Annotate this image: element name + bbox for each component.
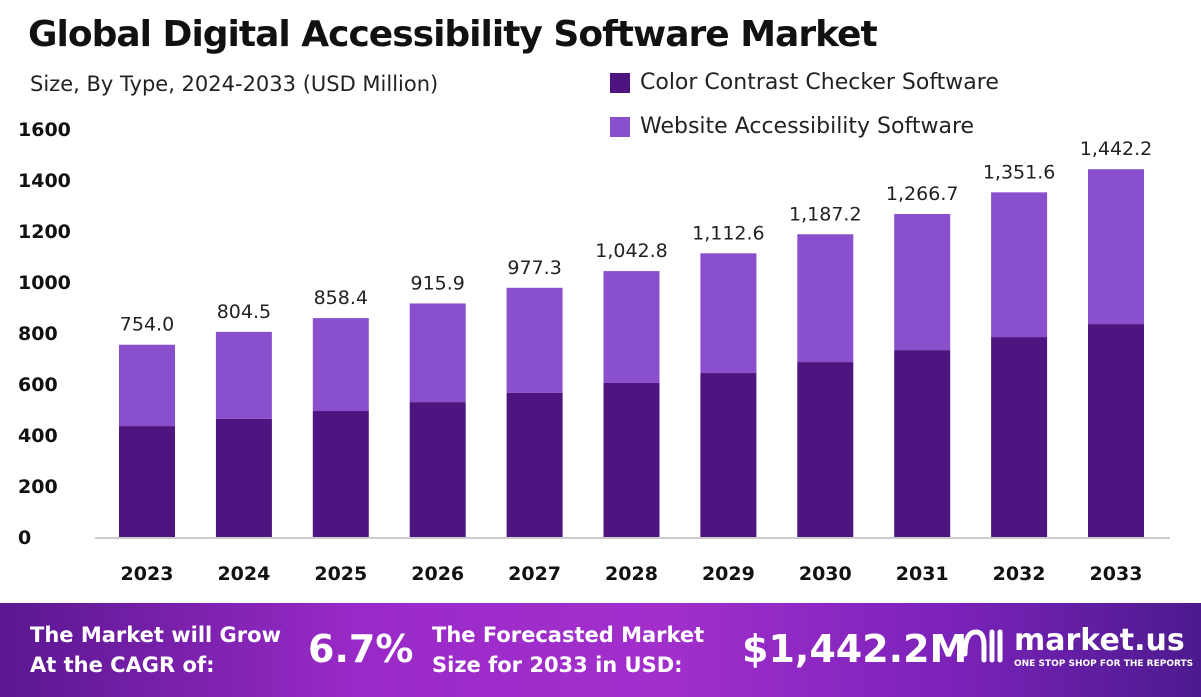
legend-swatch — [610, 116, 630, 137]
bar-color-contrast — [119, 426, 175, 537]
legend-label: Website Accessibility Software — [640, 114, 975, 139]
brand-tagline: ONE STOP SHOP FOR THE REPORTS — [1014, 659, 1194, 669]
total-data-label: 1,266.7 — [886, 183, 959, 205]
total-data-label: 1,351.6 — [983, 161, 1056, 183]
brand-name: market.us — [1014, 623, 1185, 658]
total-data-label: 1,442.2 — [1080, 138, 1153, 160]
forecast-label-line2: Size for 2033 in USD: — [432, 653, 683, 677]
bar-color-contrast — [312, 411, 369, 537]
bar-website-accessibility — [312, 318, 369, 412]
bar-website-accessibility — [797, 234, 854, 363]
bar-color-contrast — [894, 350, 951, 537]
forecast-value: $1,442.2M — [742, 627, 968, 671]
bar-website-accessibility — [603, 271, 660, 383]
total-data-label: 915.9 — [410, 272, 464, 294]
y-tick-label: 200 — [18, 476, 58, 498]
cagr-label: The Market will Grow At the CAGR of: — [30, 620, 281, 680]
legend-item-color-contrast: Color Contrast Checker Software — [610, 70, 999, 95]
bar-website-accessibility — [894, 213, 951, 351]
bar-color-contrast — [215, 418, 272, 537]
logo-icon — [962, 629, 1003, 663]
total-data-label: 754.0 — [120, 314, 174, 336]
bar-color-contrast — [991, 337, 1048, 537]
total-data-label: 1,187.2 — [789, 203, 862, 225]
y-tick-label: 800 — [18, 323, 58, 345]
y-tick-label: 1400 — [18, 170, 71, 192]
y-tick-label: 600 — [18, 374, 58, 396]
y-tick-label: 0 — [18, 527, 31, 549]
legend-swatch — [610, 72, 630, 93]
forecast-label-line1: The Forecasted Market — [432, 623, 705, 647]
cagr-label-line1: The Market will Grow — [30, 623, 281, 647]
bar-chart: 0 200 400 600 800 1000 1200 1400 1600 754.0 2023 80… — [18, 119, 1170, 585]
x-tick-label: 2026 — [411, 563, 464, 585]
x-tick-label: 2032 — [993, 563, 1046, 585]
y-tick-label: 400 — [18, 425, 58, 447]
chart-subtitle: Size, By Type, 2024-2033 (USD Million) — [30, 72, 439, 96]
market-us-logo: market.us ONE STOP SHOP FOR THE REPORTS — [960, 623, 1193, 669]
y-tick-label: 1600 — [18, 119, 71, 141]
forecast-label: The Forecasted Market Size for 2033 in US… — [432, 620, 704, 680]
bar-website-accessibility — [991, 192, 1048, 338]
total-data-label: 804.5 — [217, 301, 271, 323]
x-tick-label: 2023 — [121, 563, 174, 585]
bar-color-contrast — [1088, 324, 1144, 537]
bar-website-accessibility — [409, 303, 466, 403]
cagr-label-line2: At the CAGR of: — [30, 653, 215, 677]
bar-color-contrast — [603, 382, 660, 537]
x-tick-label: 2031 — [896, 563, 949, 585]
bar-color-contrast — [409, 402, 466, 537]
x-tick-label: 2024 — [217, 563, 270, 585]
total-data-label: 858.4 — [314, 287, 368, 309]
chart-title: Global Digital Accessibility Software Ma… — [28, 14, 878, 55]
bar-website-accessibility — [215, 331, 272, 419]
x-tick-label: 2030 — [799, 563, 852, 585]
bar-color-contrast — [700, 373, 757, 537]
total-data-label: 977.3 — [507, 257, 561, 279]
total-data-label: 1,042.8 — [595, 240, 668, 262]
y-tick-label: 1000 — [18, 272, 71, 294]
total-data-label: 1,112.6 — [692, 222, 765, 244]
x-tick-label: 2025 — [314, 563, 367, 585]
bar-website-accessibility — [700, 253, 757, 374]
y-tick-label: 1200 — [18, 221, 71, 243]
bar-website-accessibility — [506, 287, 563, 393]
bar-website-accessibility — [119, 344, 175, 427]
cagr-value: 6.7% — [308, 627, 414, 671]
x-tick-label: 2027 — [508, 563, 561, 585]
footer-banner: The Market will Grow At the CAGR of: 6.7%… — [0, 603, 1201, 697]
bar-color-contrast — [506, 392, 563, 537]
x-tick-label: 2028 — [605, 563, 658, 585]
bar-website-accessibility — [1088, 169, 1144, 325]
legend-label: Color Contrast Checker Software — [640, 70, 999, 95]
bar-color-contrast — [797, 362, 854, 537]
legend-item-website-accessibility: Website Accessibility Software — [610, 114, 974, 139]
x-tick-label: 2029 — [702, 563, 755, 585]
x-tick-label: 2033 — [1090, 563, 1143, 585]
